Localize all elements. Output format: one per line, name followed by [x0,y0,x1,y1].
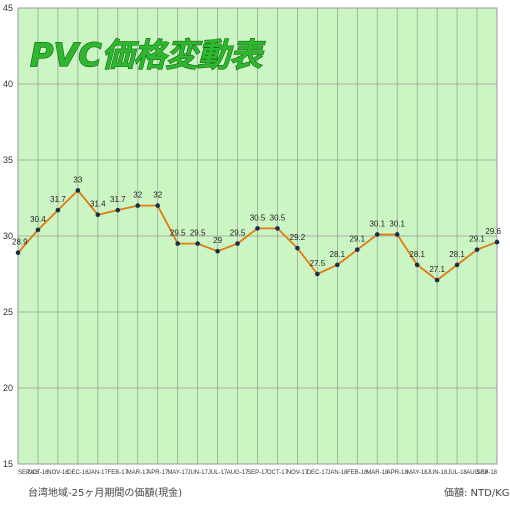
x-tick-label: AUG-17 [227,470,249,476]
y-tick-label: 25 [3,307,13,317]
data-label: 28.1 [409,250,425,259]
data-label: 27.1 [429,265,445,274]
x-tick-label: MAY-17 [167,470,188,476]
data-label: 28.1 [449,250,465,259]
data-label: 29.5 [190,229,206,238]
data-label: 31.7 [110,195,126,204]
data-label: 29.1 [469,235,485,244]
data-point [394,232,400,237]
x-tick-label: OCT-16 [27,470,49,476]
data-label: 29.6 [485,227,501,236]
data-point [235,241,240,246]
data-label: 30.4 [30,215,46,224]
data-point [215,248,220,254]
x-tick-label: DEC-17 [307,470,329,476]
data-label: 28.1 [330,250,346,259]
data-point [474,247,480,252]
x-tick-label: NOV-16 [47,470,69,476]
x-tick-label: AUG-18 [466,470,488,476]
data-labels: 28.9 30.4 31.7 33 31.4 31.7 32 32 29.5 29.5 29 29.5… [12,175,502,274]
data-point [55,207,61,213]
x-tick-label: MAY-18 [407,470,428,476]
data-label: 27.5 [310,259,326,268]
y-tick-label: 15 [3,459,13,469]
footer-left: 台湾地域-25ヶ月期間の価額(現金) [28,486,182,499]
data-point [275,226,280,231]
data-label: 31.7 [50,195,66,204]
y-tick-label: 45 [3,3,13,13]
data-label: 32 [153,191,162,200]
data-point [335,262,340,268]
data-label: 29.5 [230,229,246,238]
data-point [255,226,260,231]
x-tick-label: DEC-16 [67,470,89,476]
data-label: 30.5 [270,213,286,222]
y-tick-label: 40 [3,79,13,89]
x-tick-label: NOV-17 [287,470,309,476]
data-label: 30.1 [369,219,385,228]
x-tick-label: MAR-18 [366,470,389,476]
y-tick-label: 20 [3,383,13,393]
data-point [115,207,121,213]
data-point [195,241,200,246]
data-point [434,277,440,283]
y-axis-ticks: 15 20 25 30 35 40 45 [3,3,13,469]
data-point [414,262,420,268]
data-point [454,262,460,268]
data-label: 29.5 [170,229,186,238]
data-markers [15,188,500,283]
x-tick-label: JUN-17 [187,470,208,476]
data-label: 29.2 [290,233,306,242]
data-point [494,239,500,245]
x-tick-label: JUL-18 [447,470,467,476]
data-point [175,241,180,246]
chart-title: PVC価格変動表 [30,36,266,74]
data-point [35,227,41,233]
data-label: 29 [213,236,222,245]
data-label: 33 [73,175,82,184]
x-tick-label: SEP-16 [18,470,39,476]
data-point [374,232,380,237]
data-label: 30.5 [250,213,266,222]
data-point [295,245,300,251]
x-tick-label: JUL-17 [208,470,228,476]
footer-right: 価額: NTD/KG [444,486,510,499]
x-tick-label: FEB-18 [347,470,368,476]
data-point [135,203,141,208]
x-tick-label: JAN-17 [88,470,109,476]
x-tick-label: MAR-17 [127,470,150,476]
data-point [315,271,320,277]
data-label: 29.1 [350,235,366,244]
x-tick-label: APR-17 [147,470,169,476]
data-label: 31.4 [90,200,106,209]
x-tick-label: SEP-18 [476,470,497,476]
y-tick-label: 35 [3,155,13,165]
x-tick-label: OCT-17 [267,470,289,476]
data-point [155,203,161,208]
y-tick-label: 30 [3,231,13,241]
x-tick-label: APR-18 [387,470,409,476]
x-tick-label: JAN-18 [327,470,348,476]
data-point [95,212,101,218]
data-label: 30.1 [389,219,405,228]
data-point [75,188,81,193]
data-label: 32 [133,191,142,200]
x-tick-label: SEP-17 [247,470,268,476]
x-tick-label: FEB-17 [108,470,129,476]
x-tick-label: JUN-18 [427,470,448,476]
data-point [15,250,21,256]
data-point [354,247,360,252]
data-label: 28.9 [12,238,28,247]
